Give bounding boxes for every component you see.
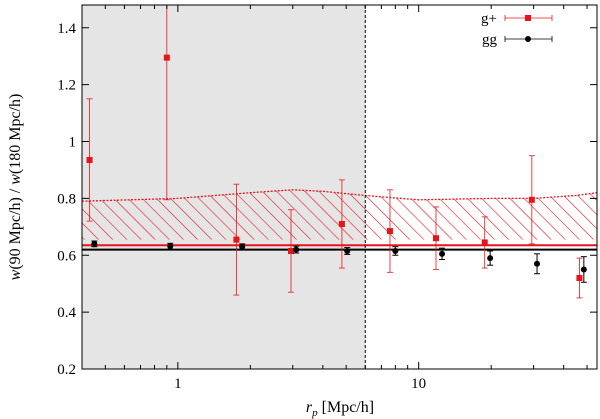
series-layer — [86, 5, 587, 299]
data-point-gg — [392, 247, 399, 254]
y-axis-title: w(90 Mpc/h) / w(180 Mpc/h) — [7, 94, 24, 281]
data-point-g+ — [338, 220, 345, 227]
y-tick-label: 0.2 — [57, 362, 76, 378]
data-point-g+ — [481, 239, 488, 246]
shaded-region — [82, 5, 366, 369]
data-point-gg — [239, 243, 246, 250]
legend-marker-gg — [525, 36, 531, 42]
legend-label-gg: gg — [482, 32, 498, 48]
tick-layer: 0.2 0.4 0.6 0.8 1 1.2 1.4 1 10 — [57, 5, 597, 392]
series-g+ — [86, 5, 583, 299]
data-point-g+ — [528, 196, 535, 203]
legend-label-g+: g+ — [481, 11, 497, 27]
y-tick-label: 1 — [69, 135, 77, 151]
x-tick-label: 1 — [174, 376, 182, 392]
y-tick-label: 0.8 — [57, 191, 76, 207]
data-point-g+ — [163, 54, 170, 61]
data-point-g+ — [432, 235, 439, 242]
y-tick-label: 0.6 — [57, 248, 76, 264]
data-point-gg — [534, 260, 541, 267]
data-point-gg — [167, 243, 174, 250]
x-tick-label: 10 — [411, 376, 426, 392]
data-point-gg — [293, 246, 300, 253]
data-point-g+ — [386, 228, 393, 235]
data-point-gg — [91, 240, 98, 247]
data-point-g+ — [86, 156, 93, 163]
y-tick-label: 0.4 — [57, 305, 76, 321]
legend: g+ gg — [481, 11, 553, 48]
band-area — [82, 189, 597, 240]
data-point-g+ — [576, 275, 583, 281]
y-tick-label: 1.2 — [57, 78, 76, 94]
x-axis-title: rp [Mpc/h] — [306, 399, 374, 419]
data-point-gg — [344, 247, 351, 254]
y-tick-label: 1.4 — [57, 21, 76, 37]
plot-frame — [81, 4, 598, 370]
data-point-g+ — [287, 247, 294, 254]
series-gg — [91, 240, 587, 283]
legend-marks — [504, 15, 553, 42]
data-point-gg — [439, 250, 446, 257]
legend-marker-g+ — [525, 15, 531, 21]
data-point-g+ — [233, 236, 240, 243]
data-point-gg — [487, 255, 494, 262]
data-point-gg — [580, 266, 587, 273]
